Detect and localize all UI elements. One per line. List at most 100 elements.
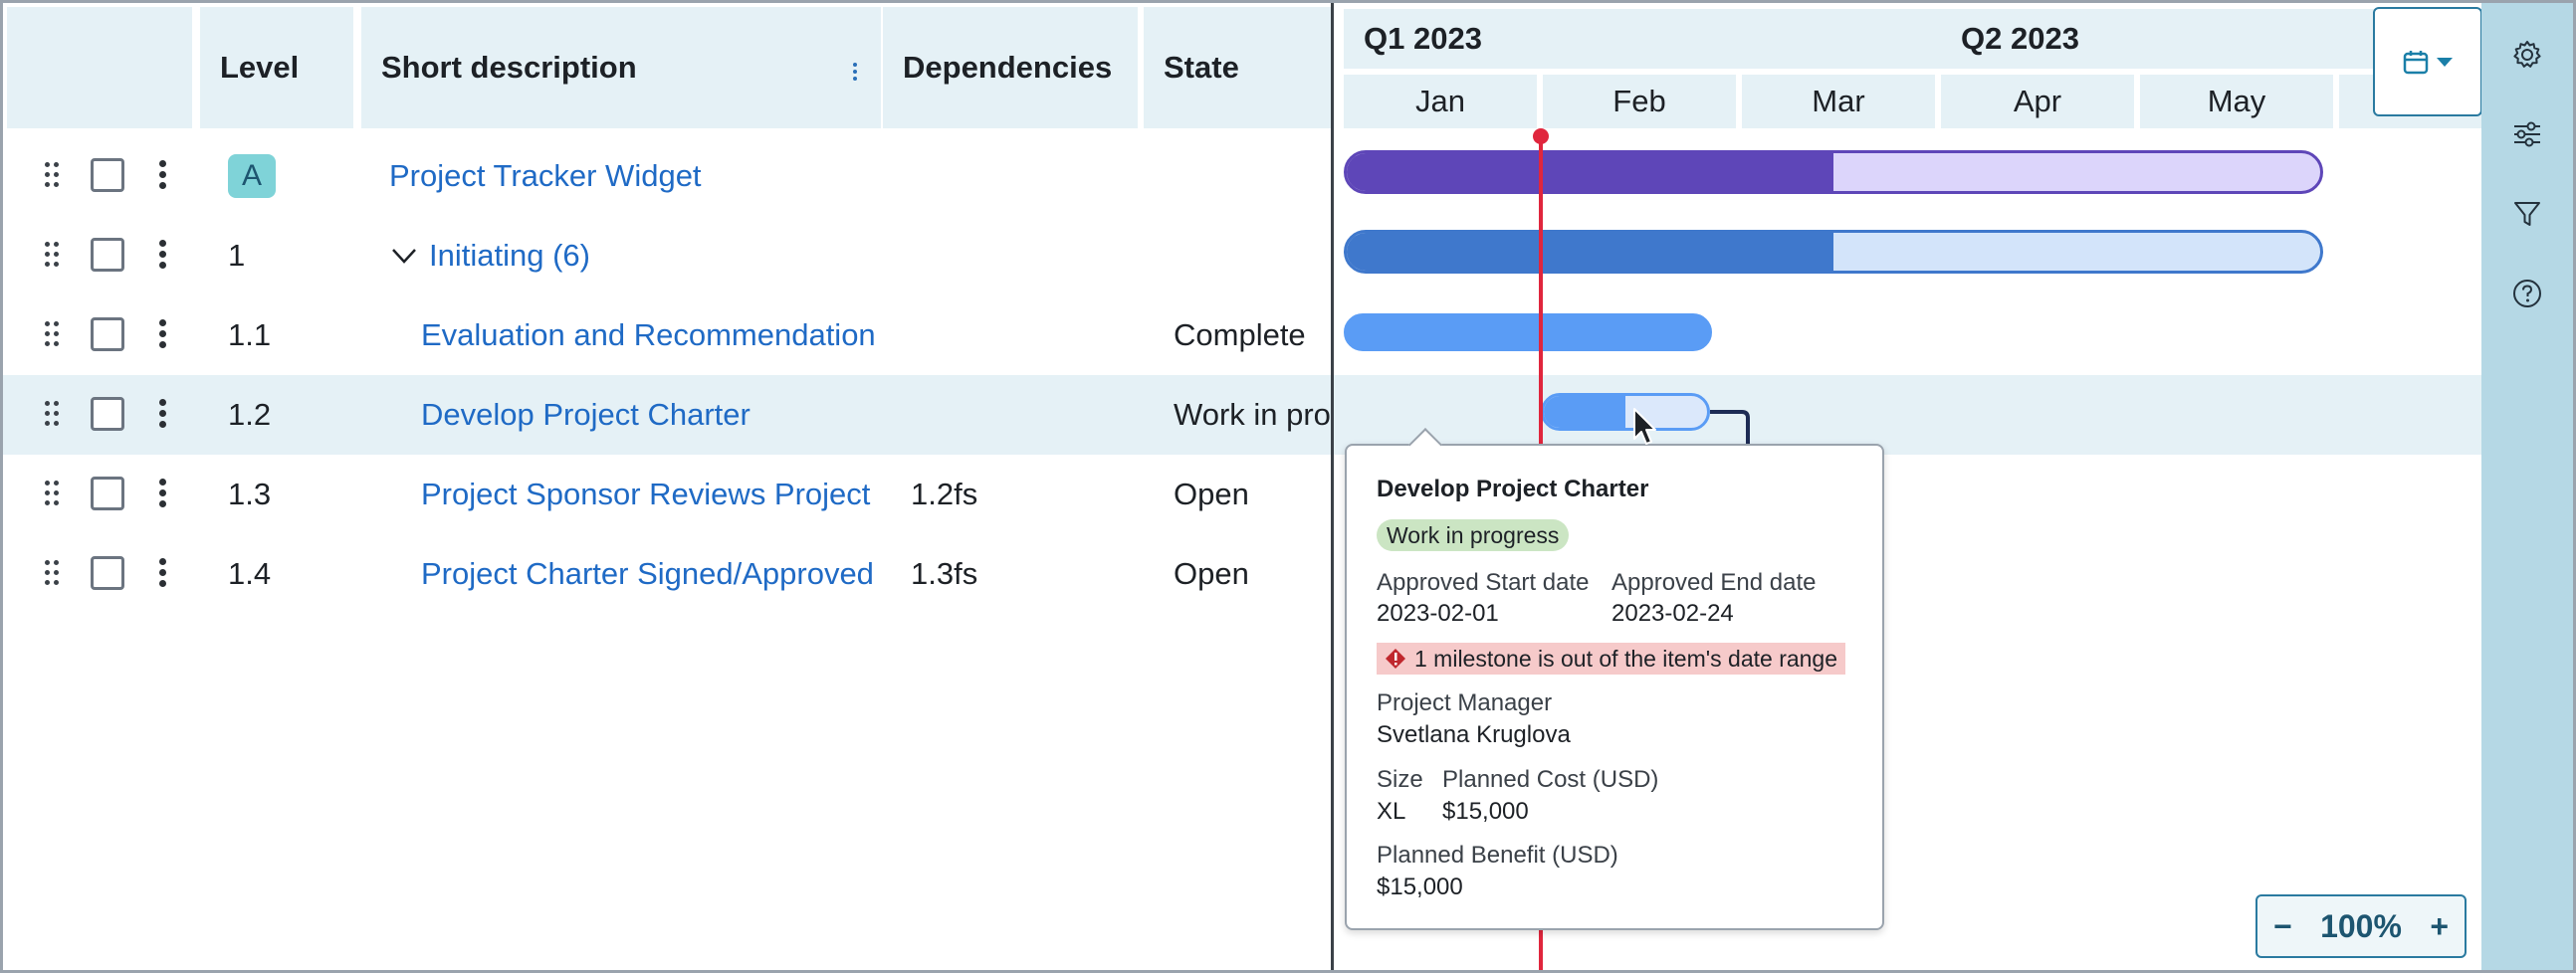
level-cell: 1.4 bbox=[228, 556, 272, 591]
month-header: Apr bbox=[1941, 75, 2134, 128]
description-link[interactable]: Develop Project Charter bbox=[421, 397, 751, 432]
dependencies-cell bbox=[911, 375, 1138, 455]
drag-handle-icon[interactable] bbox=[45, 560, 61, 586]
status-badge: Work in progress bbox=[1377, 519, 1570, 551]
description-link[interactable]: Evaluation and Recommendation bbox=[421, 317, 876, 352]
filter-icon bbox=[2514, 202, 2540, 226]
row-checkbox[interactable] bbox=[91, 317, 124, 351]
warning-icon bbox=[1386, 649, 1405, 669]
benefit-value: $15,000 bbox=[1377, 874, 1463, 900]
description-link[interactable]: Project Sponsor Reviews Project bbox=[421, 477, 871, 511]
quarter-header: Q1 2023 bbox=[1344, 9, 1941, 69]
state-cell: Open bbox=[1174, 477, 1249, 511]
table-row[interactable]: 1.1 Evaluation and Recommendation Comple… bbox=[3, 295, 1331, 375]
header-state-label: State bbox=[1164, 50, 1239, 85]
start-date-value: 2023-02-01 bbox=[1377, 600, 1499, 627]
zoom-level: 100% bbox=[2320, 907, 2402, 944]
row-menu-icon[interactable] bbox=[159, 479, 167, 508]
benefit-label: Planned Benefit (USD) bbox=[1377, 842, 1618, 869]
group-link[interactable]: Initiating (6) bbox=[429, 238, 590, 273]
gantt-bar[interactable] bbox=[1344, 313, 1712, 351]
zoom-out-button[interactable]: − bbox=[2273, 907, 2292, 944]
row-menu-icon[interactable] bbox=[159, 319, 167, 349]
level-cell: A bbox=[228, 136, 276, 216]
state-cell: Open bbox=[1174, 556, 1249, 591]
bar-progress bbox=[1347, 233, 1833, 271]
dependency-connector bbox=[1710, 410, 1750, 465]
header-level-label: Level bbox=[220, 50, 300, 85]
header-select-column bbox=[7, 7, 192, 128]
column-menu-icon[interactable] bbox=[853, 63, 857, 81]
start-date-label: Approved Start date bbox=[1377, 569, 1590, 596]
row-menu-icon[interactable] bbox=[159, 160, 167, 190]
state-cell: Complete bbox=[1174, 317, 1306, 352]
table-row[interactable]: A Project Tracker Widget bbox=[3, 136, 1331, 216]
row-checkbox[interactable] bbox=[91, 556, 124, 590]
month-header: Jan bbox=[1344, 75, 1537, 128]
date-range-warning: 1 milestone is out of the item's date ra… bbox=[1377, 643, 1846, 675]
description-link[interactable]: Project Tracker Widget bbox=[389, 158, 702, 193]
table-row[interactable]: 1.2 Develop Project Charter Work in prog… bbox=[3, 375, 1331, 455]
row-menu-icon[interactable] bbox=[159, 399, 167, 429]
end-date-label: Approved End date bbox=[1611, 569, 1817, 596]
gantt-bar[interactable] bbox=[1344, 230, 2323, 274]
cost-value: $15,000 bbox=[1442, 798, 1529, 825]
settings-button[interactable] bbox=[2507, 35, 2547, 75]
gear-icon bbox=[2513, 41, 2541, 68]
gantt-bar[interactable] bbox=[1541, 393, 1710, 431]
month-header: May bbox=[2140, 75, 2333, 128]
gantt-bar[interactable] bbox=[1344, 150, 2323, 194]
state-cell: Work in progress bbox=[1174, 397, 1331, 432]
caret-down-icon bbox=[2437, 58, 2453, 67]
help-button[interactable] bbox=[2507, 274, 2547, 313]
collapse-chevron-icon[interactable] bbox=[389, 216, 419, 295]
table-row[interactable]: 1.4 Project Charter Signed/Approved 1.3f… bbox=[3, 534, 1331, 614]
item-grid: Level Short description Dependencies Sta… bbox=[3, 3, 1331, 970]
bar-progress bbox=[1347, 316, 1709, 348]
zoom-in-button[interactable]: + bbox=[2430, 907, 2449, 944]
configure-button[interactable] bbox=[2507, 114, 2547, 154]
header-dependencies[interactable]: Dependencies bbox=[883, 7, 1138, 128]
filter-button[interactable] bbox=[2507, 194, 2547, 234]
size-label: Size bbox=[1377, 766, 1423, 793]
level-cell: 1.3 bbox=[228, 477, 272, 511]
description-link[interactable]: Project Charter Signed/Approved bbox=[421, 556, 874, 591]
calendar-view-button[interactable] bbox=[2373, 7, 2481, 116]
today-marker bbox=[1533, 128, 1549, 144]
dependencies-cell: 1.2fs bbox=[911, 477, 978, 511]
table-row[interactable]: 1 Initiating (6) bbox=[3, 216, 1331, 295]
row-checkbox[interactable] bbox=[91, 397, 124, 431]
header-level[interactable]: Level bbox=[200, 7, 353, 128]
row-checkbox[interactable] bbox=[91, 238, 124, 272]
row-checkbox[interactable] bbox=[91, 158, 124, 192]
dependencies-cell bbox=[911, 295, 1138, 375]
header-short-description[interactable]: Short description bbox=[361, 7, 881, 128]
drag-handle-icon[interactable] bbox=[45, 481, 61, 506]
header-short-description-label: Short description bbox=[381, 50, 637, 85]
row-checkbox[interactable] bbox=[91, 477, 124, 510]
header-state[interactable]: State bbox=[1144, 7, 1331, 128]
help-icon bbox=[2513, 280, 2541, 307]
zoom-control: − 100% + bbox=[2255, 894, 2467, 958]
row-menu-icon[interactable] bbox=[159, 558, 167, 588]
end-date-value: 2023-02-24 bbox=[1611, 600, 1734, 627]
row-menu-icon[interactable] bbox=[159, 240, 167, 270]
sliders-icon bbox=[2514, 121, 2540, 147]
right-toolbar bbox=[2481, 3, 2573, 970]
cost-label: Planned Cost (USD) bbox=[1442, 766, 1659, 793]
drag-handle-icon[interactable] bbox=[45, 401, 61, 427]
header-dependencies-label: Dependencies bbox=[903, 50, 1113, 85]
month-header: Mar bbox=[1742, 75, 1935, 128]
pm-label: Project Manager bbox=[1377, 689, 1553, 716]
pm-value: Svetlana Kruglova bbox=[1377, 721, 1571, 748]
item-tooltip: Develop Project Charter Work in progress… bbox=[1345, 444, 1884, 930]
bar-progress bbox=[1347, 153, 1833, 191]
row-highlight bbox=[1334, 375, 2481, 455]
warning-text: 1 milestone is out of the item's date ra… bbox=[1414, 645, 1838, 672]
table-row[interactable]: 1.3 Project Sponsor Reviews Project 1.2f… bbox=[3, 455, 1331, 534]
drag-handle-icon[interactable] bbox=[45, 242, 61, 268]
drag-handle-icon[interactable] bbox=[45, 321, 61, 347]
level-cell: 1 bbox=[228, 238, 246, 273]
drag-handle-icon[interactable] bbox=[45, 162, 61, 188]
